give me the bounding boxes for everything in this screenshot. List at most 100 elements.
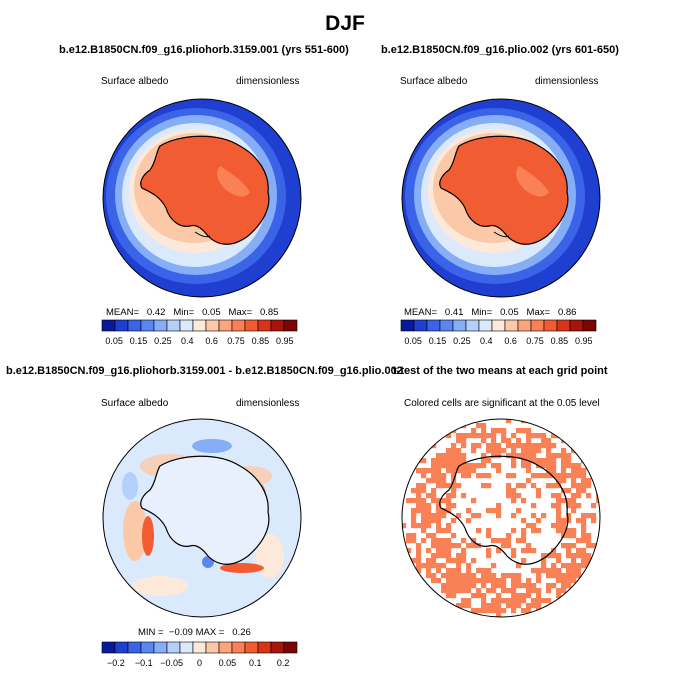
significant-cell: [471, 433, 477, 439]
significant-cell: [441, 588, 447, 594]
significant-cell: [536, 473, 542, 479]
significant-cell: [441, 478, 447, 484]
significant-cell: [486, 573, 492, 579]
significant-cell: [421, 488, 427, 494]
significant-cell: [521, 443, 527, 449]
max-value: 0.26: [232, 627, 251, 638]
significant-cell: [506, 603, 512, 609]
significant-cell: [546, 463, 552, 469]
significant-cell: [456, 483, 462, 489]
significant-cell: [521, 483, 527, 489]
significant-cell: [521, 583, 527, 589]
significant-cell: [426, 468, 432, 474]
significant-cell: [451, 493, 457, 499]
significant-cell: [461, 578, 467, 584]
panel-1-colorbar: 0.05 0.15 0.25 0.4 0.6 0.75 0.85 0.95: [101, 319, 298, 346]
significant-cell: [511, 553, 517, 559]
significant-cell: [551, 468, 557, 474]
significant-cell: [576, 473, 582, 479]
panel-2-title: b.e12.B1850CN.f09_g16.plio.002 (yrs 601-…: [381, 44, 619, 56]
significant-cell: [471, 428, 477, 434]
significant-cell: [581, 478, 587, 484]
significant-cell: [571, 493, 577, 499]
significant-cell: [441, 458, 447, 464]
significant-cell: [546, 443, 552, 449]
colorbar-swatch: [192, 641, 207, 654]
significant-cell: [446, 453, 452, 459]
significant-cell: [491, 443, 497, 449]
panel-2-left-label: Surface albedo: [400, 76, 468, 87]
significant-cell: [486, 553, 492, 559]
significant-cell: [446, 603, 452, 609]
significant-cell: [416, 498, 422, 504]
colorbar-tick-label: 0.85: [252, 336, 270, 346]
colorbar-swatch: [556, 319, 571, 332]
significant-cell: [516, 603, 522, 609]
significant-cell: [521, 428, 527, 434]
significant-cell: [406, 538, 412, 544]
significant-cell: [461, 438, 467, 444]
significant-cell: [531, 503, 537, 509]
significant-cell: [426, 513, 432, 519]
significant-cell: [486, 603, 492, 609]
significant-cell: [571, 558, 577, 564]
significant-cell: [471, 558, 477, 564]
colorbar-swatch: [114, 319, 129, 332]
significant-cell: [486, 443, 492, 449]
significant-cell: [471, 583, 477, 589]
significant-cell: [546, 438, 552, 444]
significant-cell: [466, 603, 472, 609]
significant-cell: [551, 463, 557, 469]
significant-cell: [446, 458, 452, 464]
significant-cell: [421, 433, 427, 439]
significant-cell: [571, 528, 577, 534]
significant-cell: [541, 458, 547, 464]
significant-cell: [451, 573, 457, 579]
significant-cell: [416, 508, 422, 514]
significant-cell: [416, 553, 422, 559]
significant-cell: [491, 563, 497, 569]
significant-cell: [476, 578, 482, 584]
significant-cell: [451, 543, 457, 549]
colorbar-swatch: [283, 641, 298, 654]
colorbar-swatch: [270, 641, 285, 654]
significant-cell: [551, 433, 557, 439]
significant-cell: [426, 573, 432, 579]
colorbar-swatch: [478, 319, 493, 332]
significant-cell: [531, 523, 537, 529]
panel-1-stats: MEAN= 0.42 Min= 0.05 Max= 0.85: [106, 307, 278, 318]
significant-cell: [436, 538, 442, 544]
significant-cell: [451, 578, 457, 584]
significant-cell: [496, 603, 502, 609]
significant-cell: [426, 508, 432, 514]
significant-cell: [571, 593, 577, 599]
significant-cell: [571, 483, 577, 489]
significant-cell: [536, 433, 542, 439]
significant-cell: [441, 528, 447, 534]
mean-label: MEAN=: [106, 307, 139, 318]
significant-cell: [456, 513, 462, 519]
colorbar-swatch: [244, 319, 259, 332]
significant-cell: [551, 563, 557, 569]
significant-cell: [426, 548, 432, 554]
significant-cell: [441, 543, 447, 549]
significant-cell: [461, 443, 467, 449]
max-value: 0.85: [259, 307, 279, 318]
significant-cell: [441, 483, 447, 489]
significant-cell: [416, 558, 422, 564]
significant-cell: [531, 568, 537, 574]
significant-cell: [406, 498, 412, 504]
panel-2-right-label: dimensionless: [535, 76, 599, 87]
significant-cell: [556, 423, 562, 429]
significant-cell: [561, 573, 567, 579]
significant-cell: [566, 553, 572, 559]
significant-cell: [441, 583, 447, 589]
significant-cell: [496, 613, 502, 617]
significant-cell: [481, 608, 487, 614]
significant-cell: [501, 578, 507, 584]
significant-cell: [421, 563, 427, 569]
significant-cell: [571, 568, 577, 574]
significant-cell: [476, 443, 482, 449]
significant-cell: [466, 573, 472, 579]
significant-cell: [541, 473, 547, 479]
